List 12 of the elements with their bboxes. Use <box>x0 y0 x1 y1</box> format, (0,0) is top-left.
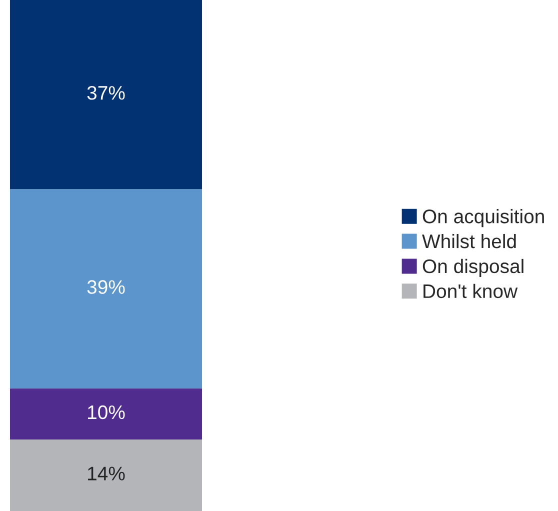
bar <box>10 0 202 190</box>
bar <box>10 388 202 440</box>
bar <box>10 439 202 511</box>
data-label: 37% <box>87 86 125 100</box>
bar <box>10 189 202 388</box>
legend-label: On disposal <box>422 258 524 278</box>
legend-label: Don't know <box>424 284 518 298</box>
legend-label: On acquisition <box>422 209 544 228</box>
legend-label: Whilst held <box>422 234 516 248</box>
data-label: 14% <box>88 466 125 480</box>
data-label: 39% <box>87 280 125 294</box>
data-label: 10% <box>88 405 125 420</box>
